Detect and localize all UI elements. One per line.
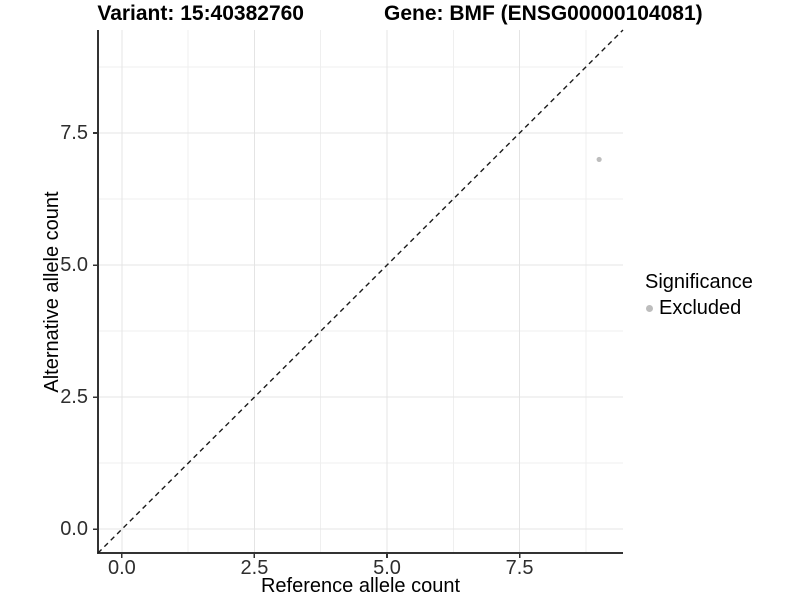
identity-reference-line [97,29,624,554]
y-axis-title: Alternative allele count [41,191,63,393]
legend: Significance Excluded [645,271,753,320]
legend-title: Significance [645,271,753,293]
legend-point-icon [646,305,653,312]
data-point [596,156,602,163]
variant-title: Variant: 15:40382760 [97,2,304,25]
plot-title-row: Variant: 15:40382760 Gene: BMF (ENSG0000… [0,2,800,26]
x-tick-label: 5.0 [373,557,401,579]
x-tick-label: 0.0 [107,557,136,579]
y-tick-label: 0.0 [60,518,88,541]
gene-title: Gene: BMF (ENSG00000104081) [384,2,703,25]
y-tick-label: 5.0 [60,254,88,277]
legend-entry-label: Excluded [659,297,742,319]
y-tick-label: 7.5 [60,122,88,144]
x-tick-label: 2.5 [240,557,269,579]
legend-entry-excluded: Excluded [645,297,753,320]
x-axis-title: Reference allele count [260,575,460,597]
x-tick-label: 7.5 [505,557,534,579]
y-tick-label: 2.5 [60,386,88,409]
